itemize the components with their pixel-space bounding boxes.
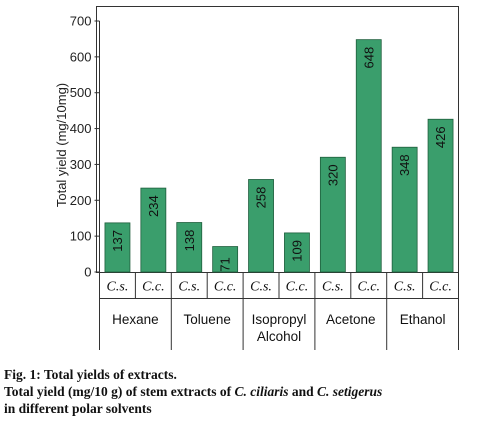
y-axis: 0 100 200 300 400 500 600 700: [70, 14, 100, 280]
plot-frame: [96, 6, 459, 273]
category-label: Hexane: [112, 312, 159, 327]
bar-value-label: 234: [146, 195, 161, 217]
species-label: C.s.: [107, 280, 129, 295]
category-label: Isopropyl: [252, 312, 307, 327]
bar-value-label: 258: [254, 187, 269, 209]
bar: [104, 222, 131, 273]
species-label: C.s.: [178, 280, 200, 295]
bar: [176, 222, 203, 273]
species-label: C.s.: [322, 280, 344, 295]
y-tick-label: 500: [70, 85, 92, 100]
bar: [427, 118, 454, 273]
species-label: C.c.: [142, 280, 165, 295]
caption-description: Total yield (mg/10 g) of stem extracts o…: [4, 384, 383, 399]
y-tick-label: 400: [70, 121, 92, 136]
bar-value-label: 320: [325, 164, 340, 186]
species-label: C.s.: [394, 280, 416, 295]
species-label: C.c.: [357, 280, 380, 295]
category-label: Alcohol: [257, 329, 301, 344]
y-tick-label: 0: [84, 265, 91, 280]
bar-chart: 0 100 200 300 400 500 600 700 137 234 138 71 258 109…: [54, 6, 459, 350]
bar-value-label: 109: [289, 240, 304, 262]
species-label: C.c.: [429, 280, 452, 295]
bar: [391, 146, 418, 273]
bar-value-label: 71: [218, 257, 233, 271]
bar: [319, 156, 346, 273]
figure-caption: Fig. 1: Total yields of extracts. Total …: [4, 366, 498, 417]
bar-value-label: 138: [182, 230, 197, 252]
bar: [355, 39, 382, 273]
bar-value-label: 648: [361, 47, 376, 69]
caption-description-continued: in different polar solvents: [4, 401, 152, 416]
species-label: C.s.: [250, 280, 272, 295]
category-label: Toluene: [184, 312, 231, 327]
species-label: C.c.: [286, 280, 309, 295]
bars: 137 234 138 71 258 109 320 648 348 426: [104, 39, 454, 273]
bar: [212, 246, 239, 273]
y-axis-label: Total yield (mg/10mg): [54, 83, 69, 207]
bar: [248, 179, 274, 273]
y-tick-label: 100: [70, 229, 92, 244]
bar: [140, 187, 167, 273]
y-tick-label: 700: [70, 14, 92, 29]
category-label: Ethanol: [400, 312, 446, 327]
caption-title: Fig. 1: Total yields of extracts.: [4, 367, 177, 382]
bar-value-label: 426: [433, 126, 448, 148]
category-table: C.s. C.c. Hexane C.s. C.c. Toluene C.s. C.c. Iso…: [99, 272, 459, 350]
species-label: C.c.: [214, 280, 237, 295]
y-tick-label: 600: [70, 49, 92, 64]
category-label: Acetone: [326, 312, 376, 327]
y-tick-label: 300: [70, 157, 92, 172]
bar: [284, 232, 310, 273]
bar-value-label: 137: [110, 230, 125, 252]
bar-value-label: 348: [397, 154, 412, 176]
y-tick-label: 200: [70, 193, 92, 208]
